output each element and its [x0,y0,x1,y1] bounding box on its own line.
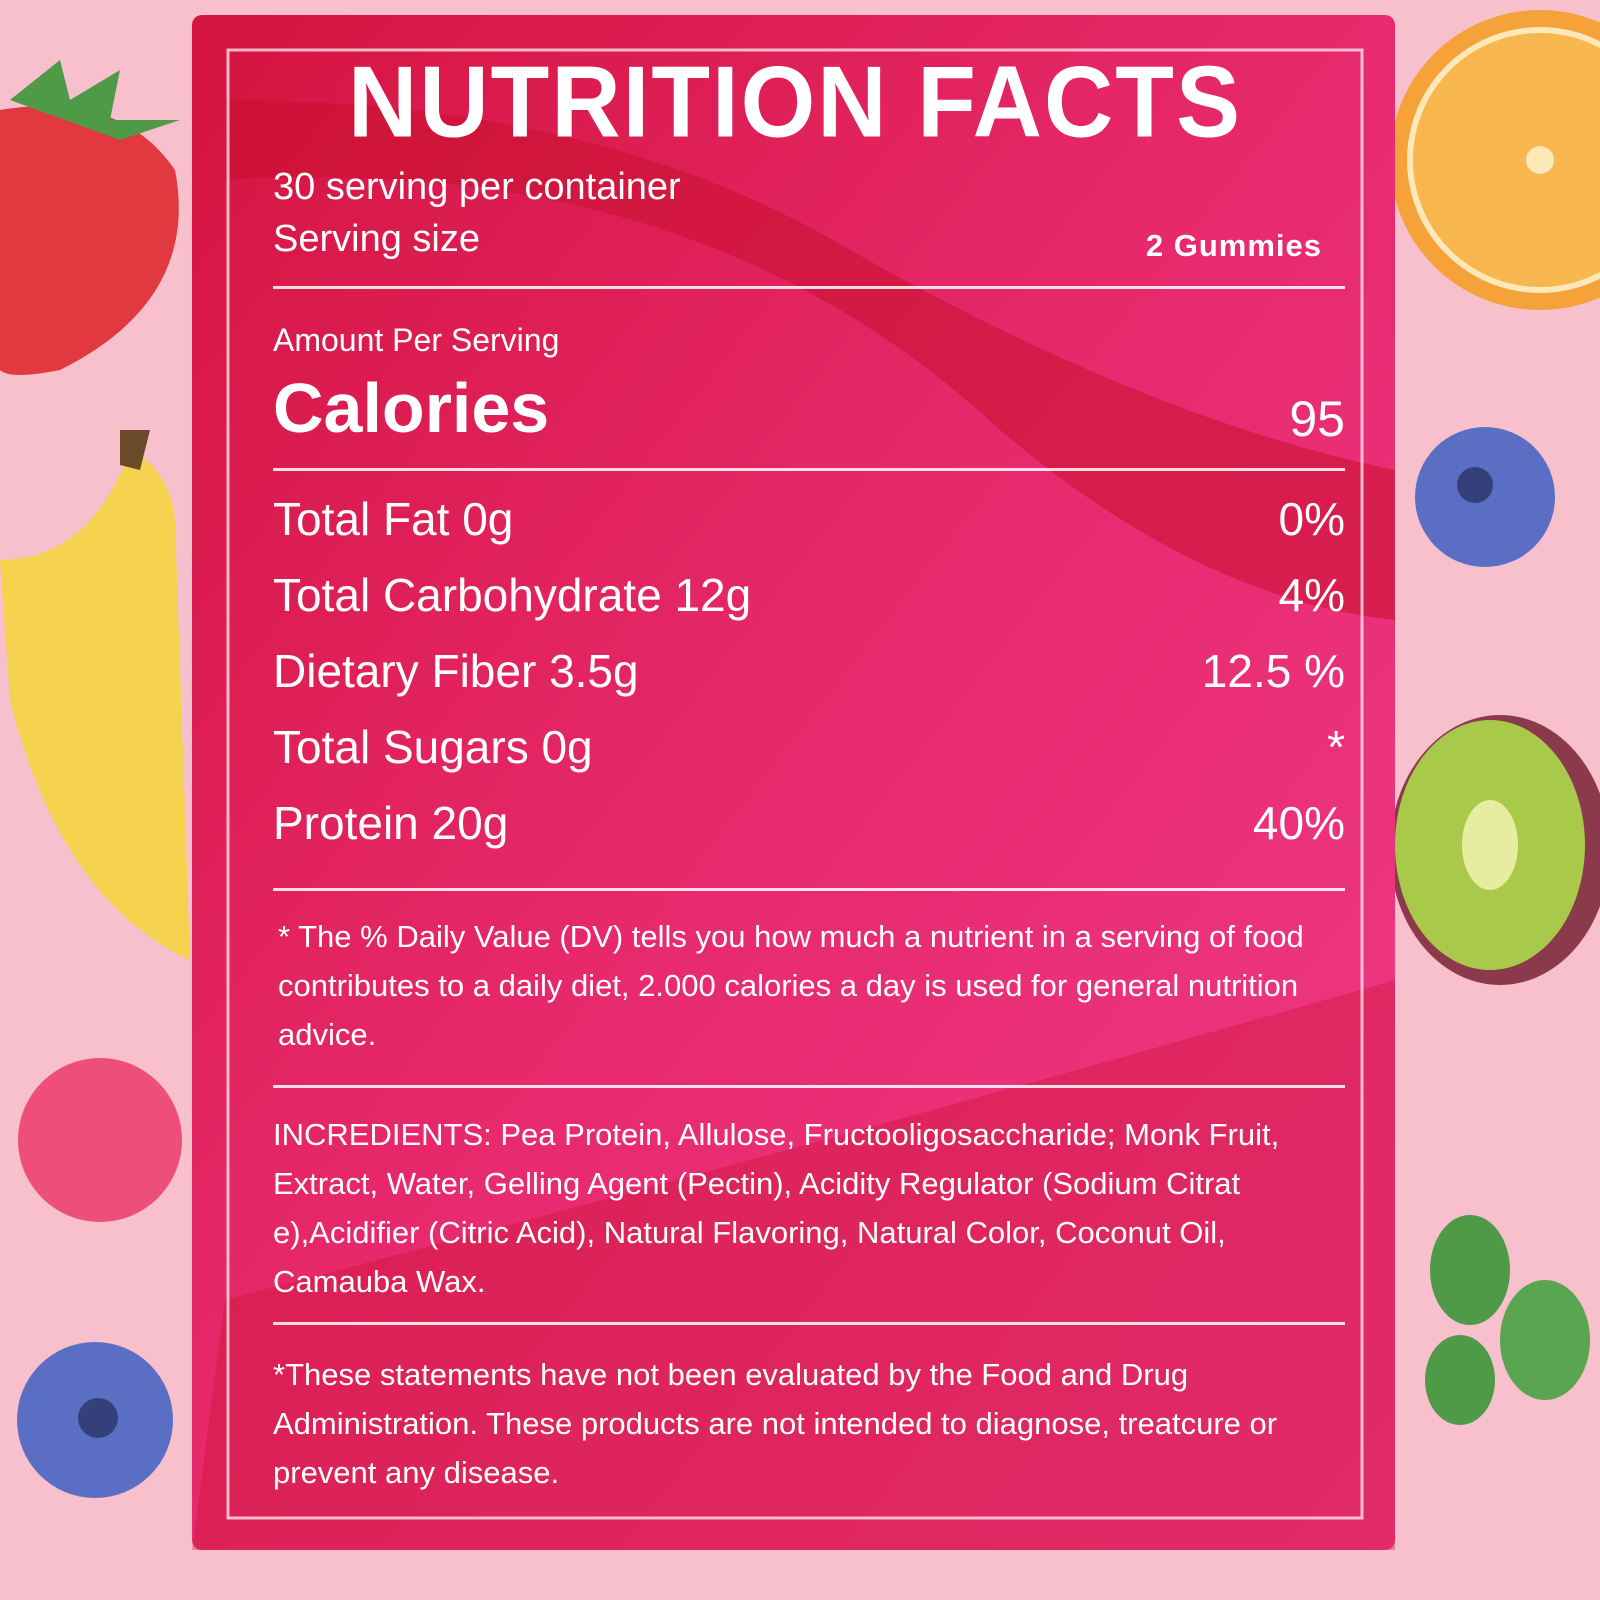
swoosh [225,100,1395,620]
divider [273,1085,1345,1088]
ingredients: INCREDIENTS: Pea Protein, Allulose, Fruc… [273,1110,1363,1306]
strawberry [0,60,180,375]
nutrient-label: Dietary Fiber 3.5g [273,645,639,697]
blueberry [1415,427,1555,567]
calories-value: 95 [1289,391,1345,447]
nutrient-dv: * [1327,721,1345,773]
footnote: * The % Daily Value (DV) tells you how m… [278,919,1304,1052]
nutrient-dv: 12.5 % [1201,645,1345,697]
nutrient-label: Total Fat 0g [273,493,514,545]
divider [273,1322,1345,1325]
nutrient-dv: 40% [1252,797,1345,849]
orange [1390,10,1600,310]
leaves [1425,1215,1590,1425]
amount-per-serving: Amount Per Serving [273,322,560,358]
raspberry [18,1058,182,1222]
nutrient-dv: 4% [1278,569,1345,621]
nutrient-label: Total Carbohydrate 12g [273,569,752,621]
inner-border [226,48,1364,1520]
serving-size-label: Serving size [273,218,480,260]
ingredients-label: INCREDIENTS: [273,1117,492,1152]
kiwi [1390,715,1600,985]
banana [0,430,190,960]
nutrient-label: Total Sugars 0g [273,721,593,773]
ingredients-text: Pea Protein, Allulose, Fructooligosaccha… [273,1117,1280,1299]
blueberry-bottom [17,1342,173,1498]
nutrient-dv: 0% [1278,493,1345,545]
divider [273,468,1345,471]
calories-label: Calories [273,369,550,447]
swoosh [192,980,1395,1550]
title: NUTRITION FACTS [348,46,1242,159]
servings: 30 serving per container [273,166,681,208]
disclaimer: *These statements have not been evaluate… [273,1357,1278,1490]
serving-size-value: 2 Gummies [1145,228,1322,263]
divider [273,888,1345,891]
divider [273,286,1345,289]
nutrient-label: Protein 20g [273,797,509,849]
